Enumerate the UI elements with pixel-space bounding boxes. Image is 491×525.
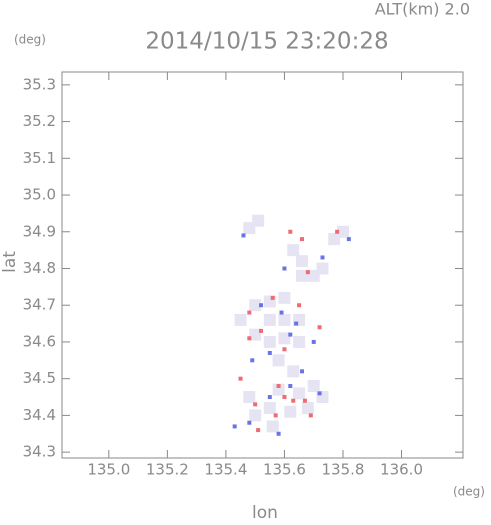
data-cell [307, 380, 320, 393]
y-tick-label: 35.3 [23, 75, 56, 93]
altitude-annotation: ALT(km) 2.0 [375, 0, 470, 19]
data-cell [279, 310, 284, 315]
x-tick-label: 136.0 [380, 461, 423, 479]
y-tick-label: 35.0 [23, 186, 56, 204]
data-cell [272, 354, 285, 367]
data-cell [238, 376, 243, 381]
data-cell [266, 420, 279, 433]
data-cell [267, 395, 272, 400]
data-cell [317, 391, 322, 396]
data-cell [302, 398, 307, 403]
data-cell [273, 413, 278, 418]
data-cell [291, 398, 296, 403]
data-cell [293, 387, 306, 400]
plot-frame [61, 71, 464, 459]
data-cell [250, 358, 255, 363]
data-cell [288, 229, 293, 234]
data-cell [287, 244, 300, 257]
data-cell [296, 269, 309, 282]
data-cell [287, 365, 300, 378]
x-axis-label: lon [252, 503, 278, 521]
data-cell [308, 413, 313, 418]
x-tick-label: 135.6 [263, 461, 306, 479]
x-unit: (deg) [453, 485, 485, 499]
data-cell [276, 384, 281, 389]
data-cell [297, 303, 302, 308]
data-cell [252, 214, 265, 227]
data-cell [249, 409, 262, 422]
x-tick-label: 135.0 [87, 461, 130, 479]
x-tick-label: 135.2 [146, 461, 189, 479]
y-tick-label: 34.8 [23, 259, 56, 277]
data-cell [259, 328, 264, 333]
data-cell [249, 328, 262, 341]
data-cell [249, 299, 262, 312]
data-cell [272, 383, 285, 396]
data-cell [300, 369, 305, 374]
data-cell [259, 303, 264, 308]
data-cell [270, 295, 275, 300]
data-cell [241, 233, 246, 238]
x-tick-label: 135.8 [322, 461, 365, 479]
y-unit: (deg) [14, 33, 46, 47]
data-cell [232, 424, 237, 429]
data-cell [294, 321, 299, 326]
data-cell [278, 332, 291, 345]
chart-title: 2014/10/15 23:20:28 [145, 29, 388, 55]
data-cell [305, 270, 310, 275]
y-tick-label: 35.2 [23, 112, 56, 130]
data-cell [336, 225, 349, 238]
data-cell [282, 347, 287, 352]
data-cell [253, 402, 258, 407]
y-tick-label: 34.9 [23, 222, 56, 240]
y-tick-label: 34.3 [23, 443, 56, 461]
data-cell [301, 402, 314, 415]
x-tick-label: 135.4 [204, 461, 247, 479]
data-cell [296, 255, 309, 268]
data-cell [247, 420, 252, 425]
data-cell [316, 262, 329, 275]
data-cell [284, 405, 297, 418]
data-cell [247, 336, 252, 341]
data-cell [247, 310, 252, 315]
data-cell [288, 384, 293, 389]
data-cell [282, 266, 287, 271]
data-cell [311, 339, 316, 344]
data-cell [282, 395, 287, 400]
data-cell [300, 237, 305, 242]
y-axis-label: lat [0, 251, 20, 273]
data-cell [263, 313, 276, 326]
y-tick-label: 34.7 [23, 296, 56, 314]
data-cell [293, 335, 306, 348]
y-tick-label: 34.4 [23, 406, 56, 424]
data-cell [317, 325, 322, 330]
data-cell [263, 402, 276, 415]
data-cell [278, 313, 291, 326]
data-cell [288, 332, 293, 337]
data-cell [234, 313, 247, 326]
data-cell [320, 255, 325, 260]
data-cell [263, 335, 276, 348]
data-cell [243, 391, 256, 404]
data-cell [278, 291, 291, 304]
y-tick-label: 34.6 [23, 332, 56, 350]
data-cell [335, 229, 340, 234]
y-tick-label: 34.5 [23, 369, 56, 387]
data-cell [276, 431, 281, 436]
y-tick-label: 35.1 [23, 149, 56, 167]
data-cell [256, 428, 261, 433]
data-cell [267, 350, 272, 355]
data-cell [346, 237, 351, 242]
